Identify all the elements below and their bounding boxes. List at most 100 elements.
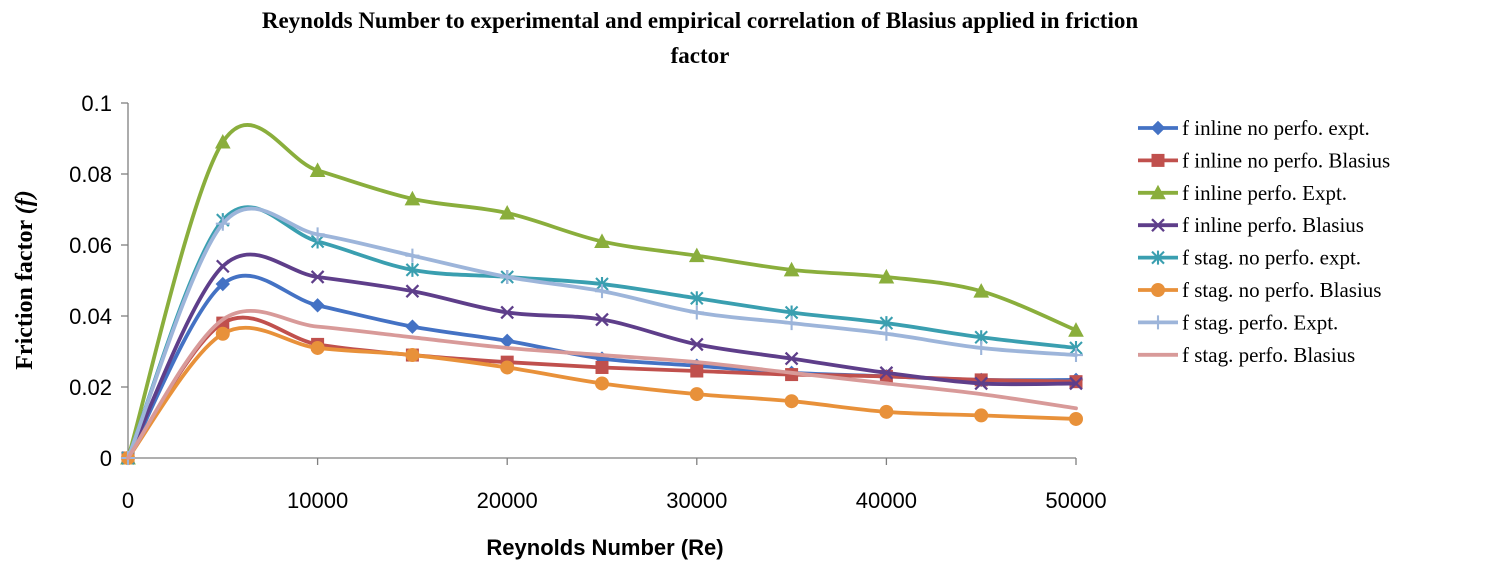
- legend-swatch-marker: [1151, 153, 1165, 167]
- series-line: [126, 252, 1078, 460]
- data-point-marker: [499, 333, 515, 349]
- legend-item: f inline no perfo. Blasius: [1138, 148, 1390, 172]
- data-point-marker: [310, 270, 325, 284]
- y-tick-label: 0.1: [81, 91, 112, 116]
- axes: 0 0.02 0.04 0.06 0.08 0.1 0 10000 20000 30000 4000…: [69, 91, 1106, 513]
- data-point-marker: [595, 360, 609, 374]
- plot-area: [120, 123, 1084, 466]
- data-point-marker: [405, 348, 420, 363]
- legend-swatch-marker: [1151, 250, 1165, 265]
- series-line: [126, 206, 1078, 460]
- legend-label: f stag. no perfo. expt.: [1182, 246, 1361, 270]
- legend-item: f inline perfo. Blasius: [1138, 213, 1364, 237]
- data-point-marker: [1068, 322, 1084, 337]
- data-point-marker: [688, 247, 705, 263]
- legend-swatch-marker: [1151, 315, 1165, 330]
- data-point-marker: [1069, 376, 1083, 391]
- data-point-marker: [405, 284, 420, 298]
- data-point-marker: [595, 312, 609, 327]
- series-line: [126, 325, 1078, 460]
- x-tick-label: 50000: [1045, 488, 1106, 513]
- legend-swatch-marker: [1151, 283, 1165, 297]
- data-point-marker: [405, 319, 420, 334]
- y-tick-label: 0.08: [69, 162, 112, 187]
- data-point-marker: [879, 404, 894, 419]
- y-tick-label: 0.02: [69, 375, 112, 400]
- series-7: [121, 206, 1083, 465]
- data-point-marker: [1069, 348, 1083, 363]
- data-point-marker: [690, 291, 704, 306]
- series-3: [120, 123, 1084, 465]
- data-point-marker: [500, 305, 515, 320]
- legend-item: f stag. perfo. Expt.: [1138, 310, 1338, 334]
- data-point-marker: [594, 233, 610, 248]
- data-point-marker: [974, 340, 989, 355]
- data-point-marker: [878, 268, 895, 284]
- legend-item: f stag. perfo. Blasius: [1138, 343, 1355, 367]
- chart-title-line-2: factor: [671, 43, 730, 68]
- legend-item: f inline perfo. Expt.: [1138, 181, 1347, 205]
- data-point-marker: [215, 276, 231, 292]
- legend-swatch-marker: [1150, 120, 1166, 136]
- x-tick-label: 0: [122, 488, 134, 513]
- y-axis-label: Friction factor (f): [12, 190, 38, 369]
- data-point-marker: [974, 376, 989, 391]
- data-point-marker: [595, 376, 609, 391]
- data-point-marker: [784, 394, 799, 409]
- data-point-marker: [215, 216, 230, 231]
- data-point-marker: [879, 326, 894, 341]
- series-6: [121, 325, 1083, 465]
- x-tick-label: 40000: [856, 488, 917, 513]
- legend-item: f stag. no perfo. Blasius: [1138, 278, 1381, 302]
- data-point-marker: [310, 227, 325, 242]
- data-point-marker: [405, 248, 420, 263]
- series-line: [126, 205, 1078, 460]
- data-point-marker: [595, 284, 609, 299]
- legend-label: f stag. perfo. Expt.: [1182, 310, 1338, 334]
- data-point-marker: [215, 259, 230, 274]
- legend-swatch-marker: [1151, 218, 1165, 233]
- legend-swatch-marker: [1150, 184, 1166, 200]
- data-point-marker: [690, 364, 704, 378]
- x-tick-label: 20000: [477, 488, 538, 513]
- y-tick-label: 0.04: [69, 304, 112, 329]
- data-point-marker: [405, 262, 420, 277]
- x-axis-label: Reynolds Number (Re): [486, 535, 723, 560]
- data-point-marker: [1069, 411, 1083, 426]
- data-point-marker: [689, 387, 704, 402]
- legend-label: f stag. perfo. Blasius: [1182, 343, 1355, 367]
- data-point-marker: [499, 204, 516, 220]
- legend-label: f inline no perfo. expt.: [1182, 116, 1370, 140]
- data-point-marker: [404, 190, 421, 206]
- legend-item: f inline no perfo. expt.: [1138, 116, 1370, 140]
- series-line: [126, 308, 1078, 460]
- data-point-marker: [689, 305, 704, 320]
- data-point-marker: [973, 283, 990, 298]
- data-point-marker: [974, 408, 989, 423]
- y-tick-label: 0: [100, 446, 112, 471]
- data-point-marker: [784, 351, 799, 366]
- x-tick-label: 10000: [287, 488, 348, 513]
- data-point-marker: [310, 340, 325, 355]
- legend-label: f inline perfo. Expt.: [1182, 181, 1347, 205]
- data-point-marker: [689, 337, 704, 352]
- legend-label: f inline no perfo. Blasius: [1182, 148, 1390, 172]
- y-tick-label: 0.06: [69, 233, 112, 258]
- data-point-marker: [500, 360, 515, 375]
- legend-item: f stag. no perfo. expt.: [1138, 246, 1361, 270]
- data-point-marker: [310, 298, 325, 313]
- data-point-marker: [309, 162, 326, 177]
- chart-title-line-1: Reynolds Number to experimental and empi…: [262, 8, 1139, 33]
- data-point-marker: [500, 269, 515, 284]
- data-point-marker: [783, 261, 800, 277]
- legend-label: f inline perfo. Blasius: [1182, 213, 1364, 237]
- x-tick-label: 30000: [666, 488, 727, 513]
- legend-label: f stag. no perfo. Blasius: [1182, 278, 1381, 302]
- series-8: [126, 308, 1078, 460]
- data-point-marker: [879, 365, 894, 380]
- data-point-marker: [214, 133, 231, 149]
- data-point-marker: [215, 326, 230, 341]
- data-point-marker: [784, 316, 799, 331]
- legend: f inline no perfo. expt. f inline no perf…: [1138, 116, 1390, 367]
